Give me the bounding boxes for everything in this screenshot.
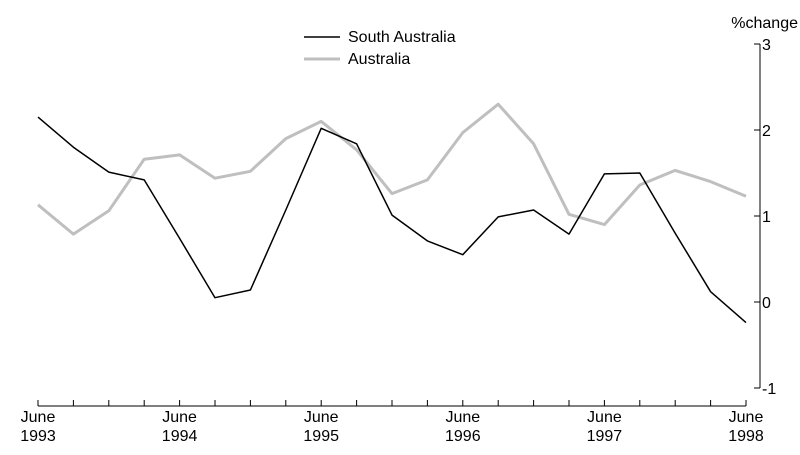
y-tick-label: 1 — [762, 209, 771, 226]
y-tick-label: -1 — [762, 381, 776, 398]
x-tick-label: June 1994 — [162, 409, 198, 445]
y-axis-label: %change — [731, 15, 798, 32]
x-tick-label: June 1995 — [303, 409, 339, 445]
x-tick-label: June 1997 — [587, 409, 623, 445]
x-tick-label: June 1993 — [20, 409, 56, 445]
series-line — [37, 102, 747, 236]
legend-label: Australia — [348, 51, 410, 68]
y-tick-label: 0 — [762, 295, 771, 312]
series-line — [37, 116, 747, 324]
x-tick-label: June 1996 — [445, 409, 481, 445]
legend-label: South Australia — [348, 29, 456, 46]
y-tick-label: 2 — [762, 123, 771, 140]
y-tick-label: 3 — [762, 37, 771, 54]
x-tick-label: June 1998 — [728, 409, 764, 445]
